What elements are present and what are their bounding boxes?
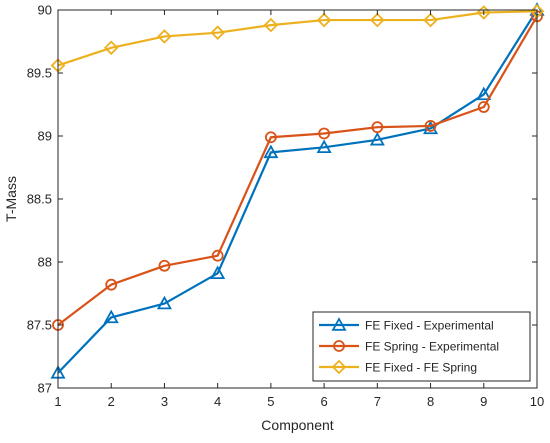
y-tick-label: 89 — [38, 129, 52, 144]
data-point — [423, 12, 438, 28]
x-tick-label: 6 — [320, 394, 327, 409]
x-tick-label: 9 — [480, 394, 487, 409]
x-axis-label: Component — [261, 417, 333, 433]
data-point — [369, 131, 385, 146]
data-point — [103, 40, 119, 56]
data-point — [476, 5, 492, 20]
y-tick-label: 87 — [38, 381, 52, 396]
data-point — [316, 139, 332, 154]
data-point — [263, 17, 279, 33]
legend-label: FE Spring - Experimental — [365, 340, 499, 354]
legend-label: FE Fixed - Experimental — [365, 319, 494, 333]
data-point — [156, 295, 172, 310]
data-point — [476, 86, 492, 101]
y-tick-label: 89.5 — [27, 66, 52, 81]
y-tick-label: 88.5 — [27, 192, 52, 207]
legend-marker — [331, 359, 347, 375]
data-point — [158, 259, 171, 272]
data-point — [103, 309, 119, 324]
legend-entry: FE Fixed - Experimental — [319, 317, 494, 333]
series-line — [57, 10, 538, 67]
data-point — [424, 120, 437, 132]
series-line — [57, 15, 538, 326]
x-tick-label: 4 — [214, 394, 221, 409]
y-tick-label: 90 — [38, 3, 52, 18]
data-point — [210, 265, 226, 280]
data-point — [105, 278, 118, 291]
legend-marker — [333, 340, 345, 352]
data-point — [318, 127, 331, 140]
data-point — [316, 12, 332, 28]
y-axis-label: T-Mass — [3, 176, 19, 222]
x-tick-label: 7 — [374, 394, 381, 409]
series-2 — [52, 10, 543, 331]
x-tick-label: 5 — [267, 394, 274, 409]
x-tick-label: 1 — [54, 394, 61, 409]
series-line — [57, 9, 538, 374]
data-point — [264, 131, 277, 144]
y-tick-label: 88 — [38, 255, 52, 270]
y-tick-label: 87.5 — [27, 318, 52, 333]
legend: FE Fixed - Experimental FE Spring - Exper… — [312, 311, 531, 382]
data-point — [477, 101, 490, 113]
x-tick-label: 10 — [530, 394, 544, 409]
legend-marker — [331, 317, 347, 331]
legend-label: FE Fixed - FE Spring — [365, 361, 477, 375]
x-tick-label: 3 — [161, 394, 168, 409]
x-tick-label: 8 — [427, 394, 434, 409]
legend-entry: FE Spring - Experimental — [319, 340, 499, 354]
data-point — [370, 12, 385, 28]
data-point — [157, 29, 172, 44]
data-point — [211, 249, 224, 262]
x-tick-label: 2 — [108, 394, 115, 409]
data-point — [210, 25, 225, 40]
data-point — [423, 120, 439, 135]
data-point — [263, 144, 279, 159]
legend-entry: FE Fixed - FE Spring — [319, 359, 477, 375]
data-point — [371, 121, 384, 134]
